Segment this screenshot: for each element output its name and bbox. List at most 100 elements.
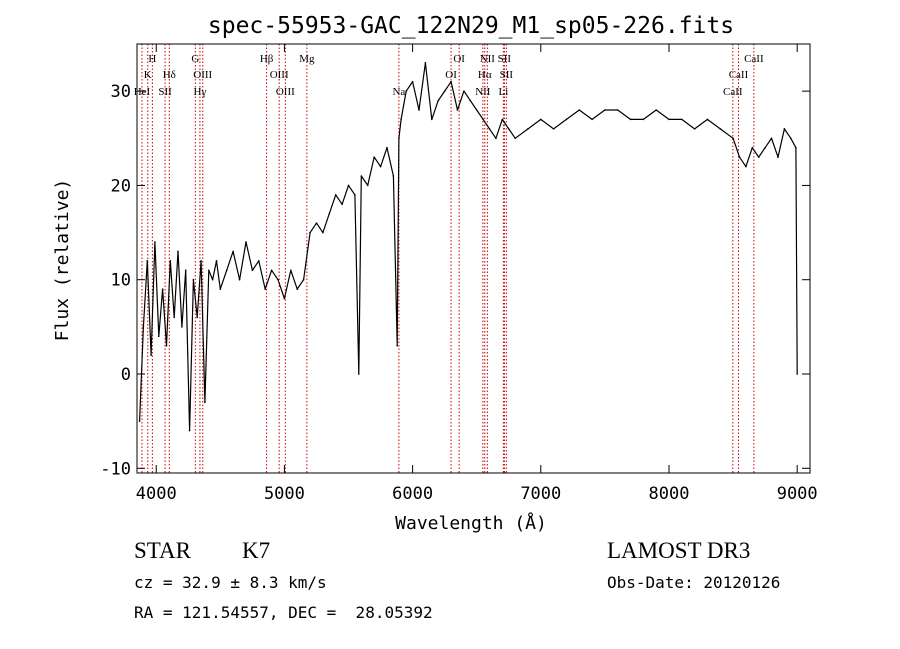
spectrum-point-37	[322, 231, 324, 234]
y-axis-ticks: -10 0 10 20 30	[100, 82, 810, 479]
spectrum-point-43	[357, 373, 360, 375]
spectrum-point-25	[245, 241, 247, 243]
spectrum-point-41	[347, 184, 350, 187]
spectrum-point-33	[296, 288, 299, 290]
spectrum-point-78	[616, 109, 619, 111]
spectrum-point-87	[732, 137, 734, 140]
spectrum-point-91	[757, 156, 760, 158]
spectrum-point-36	[315, 222, 318, 224]
marker-label-22: CaII	[729, 69, 749, 81]
marker-label-9: OIII	[270, 69, 289, 81]
spectrum-point-21	[219, 288, 222, 290]
spectrum-point-67	[495, 137, 497, 140]
spectrum-point-16	[200, 260, 202, 262]
ra-dec-coordinates: RA = 121.54557, DEC = 28.05392	[134, 603, 433, 622]
marker-label-2: HeI	[134, 86, 151, 98]
spectrum-point-38	[328, 212, 331, 215]
x-tick-label-9000: 9000	[777, 484, 818, 504]
spectrum-point-76	[591, 118, 593, 121]
spectrum-series	[138, 62, 798, 432]
marker-label-0: H	[148, 53, 156, 65]
spectrum-point-0	[138, 420, 141, 422]
spectrum-point-53	[405, 90, 408, 92]
y-tick-label-30: 30	[111, 82, 131, 102]
marker-label-13: OI	[453, 53, 465, 65]
spectrum-point-30	[277, 278, 279, 281]
x-axis-ticks: 4000 5000 6000 7000 8000 9000	[136, 44, 818, 504]
x-tick-label-4000: 4000	[136, 484, 177, 504]
spectrum-point-49	[392, 175, 395, 177]
y-tick-label--10: -10	[100, 459, 131, 479]
spectrum-point-10	[177, 250, 179, 253]
spectrum-point-32	[290, 269, 292, 272]
spectrum-point-9	[173, 316, 175, 319]
spectrum-point-98	[796, 373, 798, 375]
marker-label-11: Mg	[299, 53, 315, 65]
marker-lines	[141, 44, 755, 473]
object-class: STAR	[134, 538, 191, 563]
spectrum-point-24	[238, 278, 241, 281]
spectrum-point-23	[232, 250, 234, 253]
spectrum-point-56	[424, 62, 427, 64]
marker-label-17: NII	[475, 86, 491, 98]
x-tick-label-5000: 5000	[264, 484, 305, 504]
spectrum-point-15	[196, 316, 199, 319]
marker-labels: HK HeI SII Hδ G OIII Hγ Hβ OIII OIII Mg Na OI OI NII Hα…	[134, 53, 764, 98]
spectrum-point-63	[469, 99, 472, 102]
y-tick-label-10: 10	[111, 271, 131, 291]
spectrum-point-71	[527, 128, 529, 130]
spectrum-point-48	[386, 146, 388, 149]
spectrum-point-74	[565, 118, 568, 121]
spectrum-point-97	[795, 146, 797, 149]
redshift-cz: cz = 32.9 ± 8.3 km/s	[134, 573, 327, 592]
y-axis-label: Flux (relative)	[52, 179, 73, 342]
spectrum-point-62	[463, 90, 465, 92]
marker-label-3: SII	[158, 86, 172, 98]
spectrum-point-79	[629, 118, 632, 121]
spectrum-point-45	[366, 184, 369, 187]
spectrum-point-18	[207, 269, 210, 272]
spectrum-point-86	[719, 128, 722, 130]
spectrum-point-81	[655, 109, 657, 111]
spectrum-point-35	[309, 231, 311, 234]
spectrum-point-12	[184, 269, 187, 272]
spectrum-point-1	[142, 326, 145, 328]
spectrum-point-90	[751, 146, 754, 149]
marker-label-21: CaII	[744, 53, 764, 65]
spectrum-point-26	[251, 269, 254, 272]
marker-label-19: SII	[500, 69, 514, 81]
spectrum-point-44	[360, 175, 363, 177]
spectrum-point-17	[204, 401, 206, 404]
spectrum-point-39	[334, 194, 337, 196]
spectrum-point-57	[431, 118, 433, 121]
marker-label-15: NII	[480, 53, 496, 65]
spectrum-point-80	[642, 118, 645, 121]
x-tick-label-8000: 8000	[649, 484, 690, 504]
spectrum-point-94	[777, 156, 779, 158]
chart-title: spec-55953-GAC_122N29_M1_sp05-226.fits	[208, 13, 734, 39]
spectrum-point-73	[552, 128, 555, 130]
spectrum-point-31	[283, 297, 286, 300]
spectrum-point-29	[270, 269, 273, 272]
spectrum-point-89	[745, 165, 747, 168]
spectrum-point-95	[783, 128, 786, 130]
spectrum-point-42	[354, 194, 356, 196]
y-tick-label-20: 20	[111, 176, 131, 196]
spectrum-point-7	[165, 344, 168, 347]
spectrum-point-75	[578, 109, 581, 111]
spectrum-point-27	[257, 260, 260, 262]
spectrum-point-77	[604, 109, 606, 111]
spectrum-point-5	[157, 335, 160, 338]
spectrum-point-51	[398, 137, 400, 140]
spectrum-point-3	[150, 354, 152, 356]
marker-label-1: K	[144, 69, 152, 81]
marker-label-6: OIII	[193, 69, 212, 81]
spectrum-point-6	[161, 288, 164, 290]
x-tick-label-7000: 7000	[520, 484, 561, 504]
spectrum-point-8	[169, 260, 172, 262]
marker-label-7: Hγ	[194, 86, 207, 98]
spectrum-point-65	[482, 118, 484, 121]
spectrum-point-54	[411, 80, 414, 83]
obs-date: Obs-Date: 20120126	[607, 573, 781, 592]
